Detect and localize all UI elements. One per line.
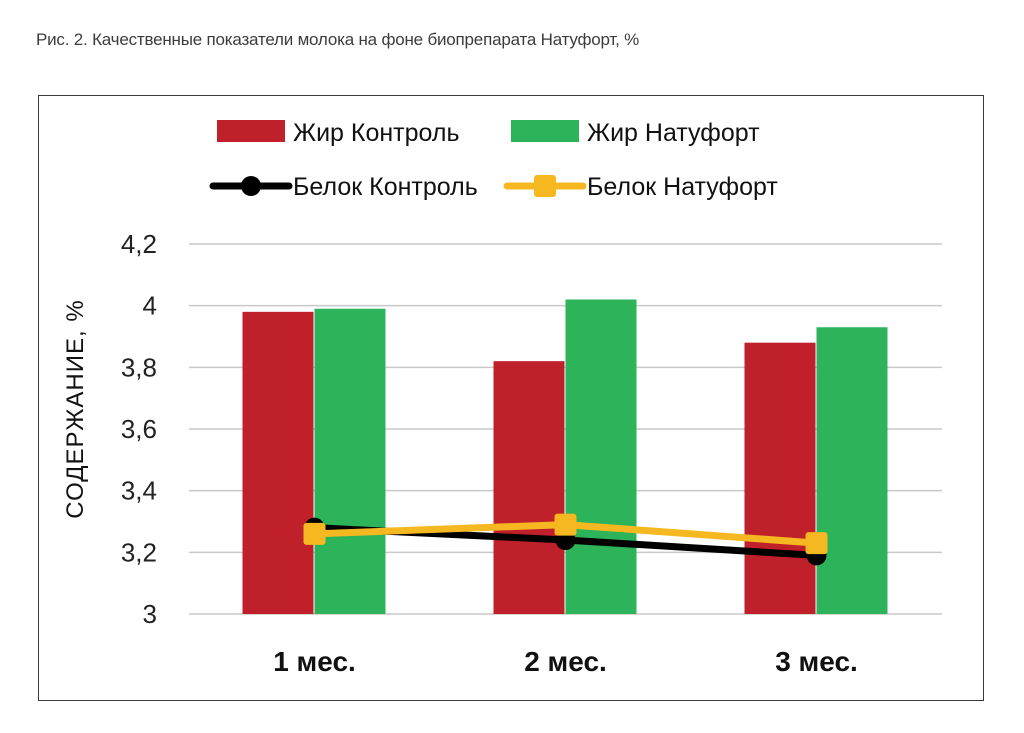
- y-axis-label: СОДЕРЖАНИЕ, %: [62, 299, 89, 518]
- lines: [303, 513, 828, 566]
- bar-fat-natufort: [314, 308, 386, 614]
- y-tick-label: 3,2: [121, 537, 157, 567]
- marker-protein-natufort: [805, 532, 828, 555]
- bars: [242, 299, 888, 614]
- x-category-label: 3 мес.: [775, 646, 858, 677]
- y-tick-labels: 3 3,2 3,4 3,6 3,8 4 4,2: [121, 229, 157, 629]
- bar-fat-control: [493, 361, 565, 614]
- y-tick-label: 3: [143, 599, 157, 629]
- bar-fat-natufort: [565, 299, 637, 614]
- legend-label-protein-control: Белок Контроль: [293, 173, 478, 201]
- legend-label-protein-natufort: Белок Натуфорт: [587, 173, 778, 201]
- legend: Жир Контроль Жир Натуфорт Белок Контроль Бе…: [209, 119, 778, 201]
- legend-marker-protein-control: [241, 176, 261, 196]
- figure-caption: Рис. 2. Качественные показатели молока н…: [36, 30, 640, 49]
- bar-fat-control: [744, 342, 816, 614]
- y-tick-label: 3,6: [121, 414, 157, 444]
- x-category-label: 1 мес.: [273, 646, 356, 677]
- legend-label-fat-natufort: Жир Натуфорт: [587, 119, 760, 147]
- x-category-label: 2 мес.: [524, 646, 607, 677]
- y-tick-label: 3,4: [121, 476, 157, 506]
- bar-fat-natufort: [816, 327, 888, 614]
- marker-protein-natufort: [303, 522, 326, 545]
- legend-label-fat-control: Жир Контроль: [293, 119, 460, 147]
- y-tick-label: 4,2: [121, 229, 157, 259]
- chart-frame: 3 3,2 3,4 3,6 3,8 4 4,2 1 мес. 2 мес. 3 мес. СОД…: [38, 95, 984, 701]
- legend-swatch-fat-natufort: [511, 120, 579, 142]
- bar-fat-control: [242, 311, 314, 614]
- legend-swatch-fat-control: [217, 120, 285, 142]
- y-tick-label: 3,8: [121, 352, 157, 382]
- y-tick-label: 4: [143, 291, 157, 321]
- marker-protein-natufort: [554, 513, 577, 536]
- legend-marker-protein-natufort: [534, 175, 556, 197]
- x-category-labels: 1 мес. 2 мес. 3 мес.: [273, 646, 858, 677]
- chart-svg: 3 3,2 3,4 3,6 3,8 4 4,2 1 мес. 2 мес. 3 мес. СОД…: [62, 119, 942, 677]
